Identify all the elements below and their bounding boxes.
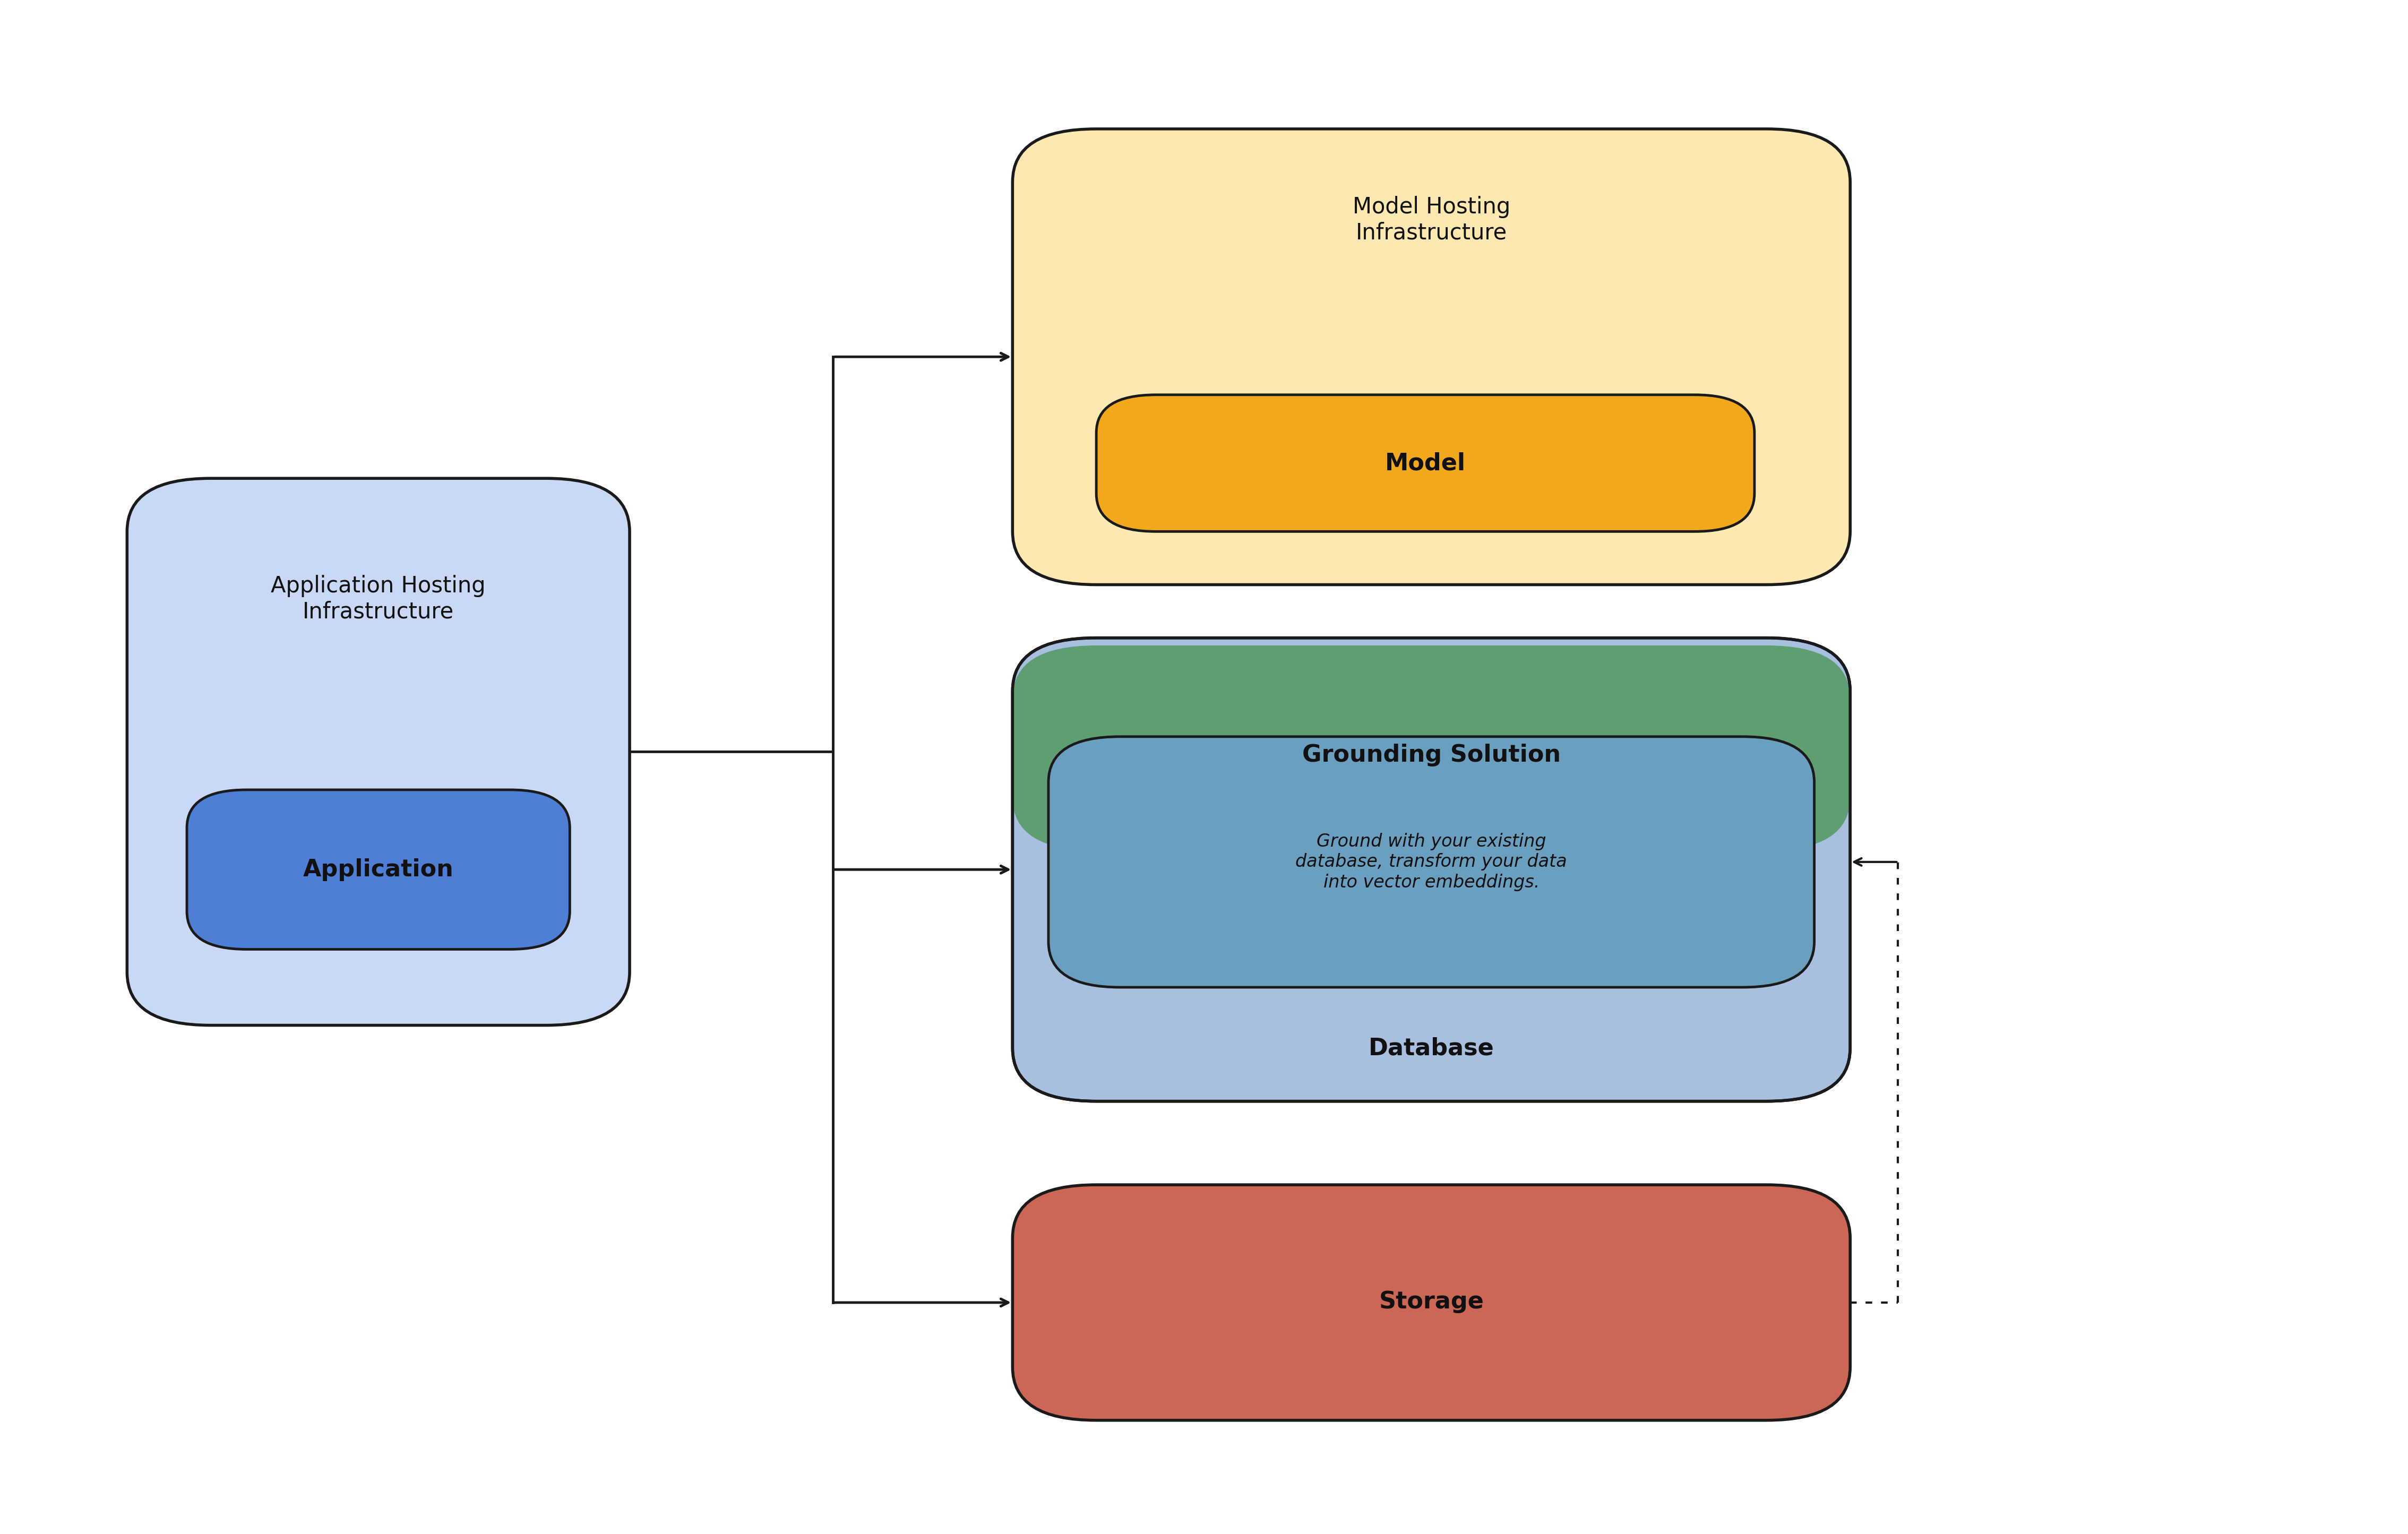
Text: Database: Database [1368, 1037, 1495, 1060]
Text: Model: Model [1385, 451, 1466, 474]
Text: Ground with your existing
database, transform your data
into vector embeddings.: Ground with your existing database, tran… [1296, 833, 1568, 891]
FancyBboxPatch shape [1011, 129, 1849, 584]
FancyBboxPatch shape [1011, 638, 1849, 1101]
FancyBboxPatch shape [1011, 1184, 1849, 1420]
FancyBboxPatch shape [1011, 646, 1849, 850]
Text: Grounding Solution: Grounding Solution [1303, 744, 1560, 767]
Text: Application: Application [303, 858, 453, 881]
FancyBboxPatch shape [128, 479, 628, 1025]
Text: Application Hosting
Infrastructure: Application Hosting Infrastructure [272, 575, 486, 623]
FancyBboxPatch shape [188, 790, 571, 950]
FancyBboxPatch shape [1047, 736, 1813, 988]
Text: Model Hosting
Infrastructure: Model Hosting Infrastructure [1353, 196, 1510, 244]
FancyBboxPatch shape [1096, 394, 1755, 531]
Text: Storage: Storage [1380, 1290, 1483, 1313]
